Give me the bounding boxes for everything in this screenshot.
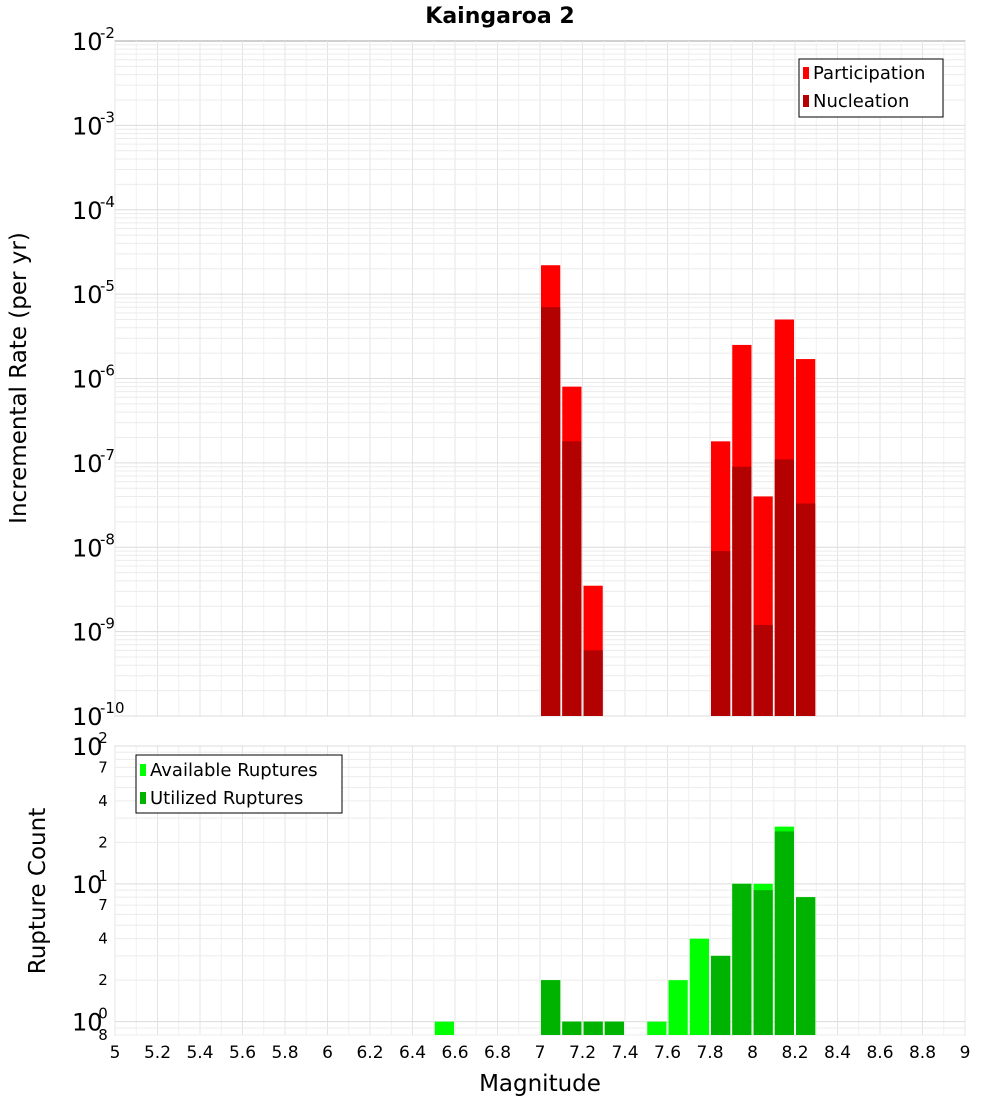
x-tick-label: 6.6 [441,1043,468,1063]
x-tick-label: 5.6 [229,1043,256,1063]
rate-y-tick-label: 10 [72,28,103,56]
rate-legend-box [798,58,944,118]
rate-y-tick-label: 10 [72,197,103,225]
available-ruptures-bar [668,980,688,1035]
count-y-tick-exponent: 2 [98,729,108,747]
utilized-ruptures-bar [604,1021,624,1035]
rate-y-tick-label: 10 [72,112,103,140]
utilized-ruptures-bar [796,897,816,1035]
rate-legend: Participation Nucleation [798,58,944,118]
x-tick-label: 8.2 [781,1043,808,1063]
rate-y-tick-exponent: -3 [100,108,115,126]
x-tick-labels: 5 5.2 5.4 5.6 5.8 6 6.2 6.4 6.6 6.8 7 7.2 7.4 7.6 7.8 8… [110,1043,971,1063]
count-y-tick-exponent: 1 [98,867,108,885]
x-tick-label: 7.4 [611,1043,638,1063]
nucleation-bar [583,650,603,716]
x-tick-label: 7.2 [569,1043,596,1063]
rate-y-tick-exponent: -6 [100,362,115,380]
x-tick-label: 9 [960,1043,971,1063]
rate-y-tick-label: 10 [72,619,103,647]
rate-y-tick-exponent: -4 [100,193,115,211]
x-tick-label: 5.4 [186,1043,213,1063]
x-tick-label: 6.2 [356,1043,383,1063]
legend-nucleation-label: Nucleation [813,91,909,112]
nucleation-bar [753,624,773,716]
count-y-tick-label: 10 [72,733,103,761]
count-y-minor-tick-label: 7 [98,758,108,776]
count-y-minor-tick-label: 4 [98,792,108,810]
count-y-minor-tick-label: 2 [98,833,108,851]
nucleation-bar [562,441,582,716]
x-tick-label: 6.4 [399,1043,426,1063]
utilized-ruptures-bar [711,955,731,1035]
legend-available-label: Available Ruptures [150,760,318,781]
rate-y-tick-exponent: -5 [100,277,115,295]
x-tick-label: 7.8 [696,1043,723,1063]
x-tick-label: 8.8 [909,1043,936,1063]
x-tick-label: 6 [322,1043,333,1063]
rate-y-tick-exponent: -8 [100,530,115,548]
utilized-ruptures-bar [774,831,794,1035]
utilized-ruptures-bar [583,1021,603,1035]
rate-y-tick-exponent: -9 [100,615,115,633]
available-ruptures-bar [434,1021,454,1035]
x-tick-label: 5.2 [144,1043,171,1063]
count-y-minor-tick-label: 7 [98,896,108,914]
utilized-ruptures-bar [541,980,561,1035]
rate-bars [541,265,816,716]
legend-utilized-label: Utilized Ruptures [150,788,303,809]
utilized-ruptures-bar [732,883,752,1035]
legend-participation-label: Participation [813,63,925,84]
x-tick-label: 8.4 [824,1043,851,1063]
legend-nucleation-swatch [803,95,809,107]
count-y-minor-tick-label: 4 [98,930,108,948]
rate-y-tick-label: 10 [72,281,103,309]
x-tick-label: 8 [747,1043,758,1063]
x-tick-label: 7 [535,1043,546,1063]
count-bars [434,826,816,1035]
x-tick-label: 5.8 [271,1043,298,1063]
utilized-ruptures-bar [753,890,773,1035]
rate-y-axis-label: Incremental Rate (per yr) [6,232,32,524]
count-legend-box [135,754,343,814]
legend-utilized-swatch [140,792,146,804]
count-y-minor-tick-label: 8 [98,1026,108,1044]
x-axis-label: Magnitude [479,1071,601,1097]
rate-y-tick-label: 10 [72,703,103,731]
rate-y-tick-label: 10 [72,366,103,394]
rate-y-tick-label: 10 [72,534,103,562]
count-y-tick-label: 10 [72,1009,103,1037]
count-y-tick-exponent: 0 [98,1005,108,1023]
utilized-ruptures-bar [562,1021,582,1035]
legend-participation-swatch [803,67,809,79]
nucleation-bar [541,307,561,716]
available-ruptures-bar [647,1021,667,1035]
count-y-minor-tick-label: 2 [98,971,108,989]
rate-y-tick-exponent: -2 [100,24,115,42]
nucleation-bar [732,466,752,716]
x-tick-label: 5 [110,1043,121,1063]
count-y-axis-label: Rupture Count [25,808,51,974]
count-legend: Available Ruptures Utilized Ruptures [135,754,343,814]
x-tick-label: 8.6 [866,1043,893,1063]
chart-title: Kaingaroa 2 [425,4,574,29]
available-ruptures-bar [689,938,709,1035]
nucleation-bar [796,503,816,716]
rate-y-tick-exponent: -10 [100,699,125,717]
x-tick-label: 7.6 [654,1043,681,1063]
rate-grid [114,41,966,717]
rate-y-tick-exponent: -7 [100,446,115,464]
rate-y-tick-label: 10 [72,450,103,478]
count-y-tick-label: 10 [72,871,103,899]
nucleation-bar [711,551,731,716]
nucleation-bar [774,459,794,716]
legend-available-swatch [140,764,146,776]
x-tick-label: 6.8 [484,1043,511,1063]
